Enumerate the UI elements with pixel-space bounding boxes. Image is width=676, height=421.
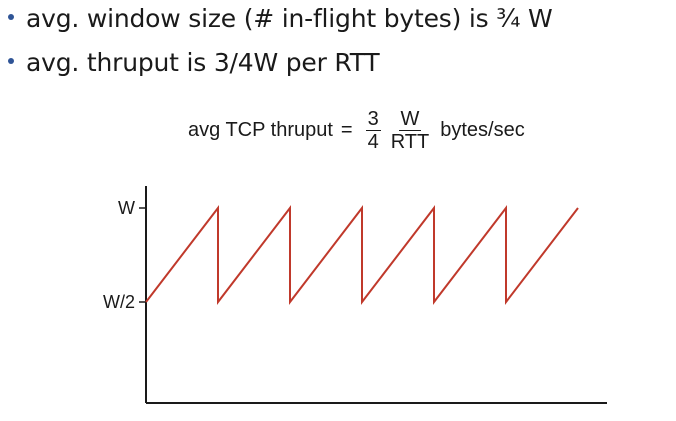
bullet-item-avg-thruput: avg. thruput is 3/4W per RTT (8, 48, 380, 77)
formula-unit: bytes/sec (440, 118, 525, 141)
y-label-w-half: W/2 (103, 292, 135, 312)
formula-equals: = (340, 118, 353, 141)
fraction-w-over-rtt: W RTT (391, 109, 430, 152)
bullet-text: avg. thruput is 3/4W per RTT (26, 48, 380, 77)
bullet-dot-icon (8, 14, 14, 20)
fraction-three-quarters: 3 4 (365, 107, 381, 153)
bullet-item-avg-window: avg. window size (# in-flight bytes) is … (8, 4, 553, 33)
fraction-numerator: 3 (365, 107, 381, 131)
fraction-numerator: W (398, 107, 422, 131)
bullet-dot-icon (8, 58, 14, 64)
formula-lhs: avg TCP thruput (188, 118, 333, 141)
bullet-text: avg. window size (# in-flight bytes) is … (26, 4, 553, 33)
y-label-w: W (118, 198, 135, 218)
thruput-formula: avg TCP thruput = 3 4 W RTT bytes/sec (188, 100, 525, 160)
congestion-window-sawtooth (145, 205, 579, 305)
fraction-denominator: 4 (367, 130, 379, 153)
fraction-denominator: RTT (390, 130, 430, 153)
